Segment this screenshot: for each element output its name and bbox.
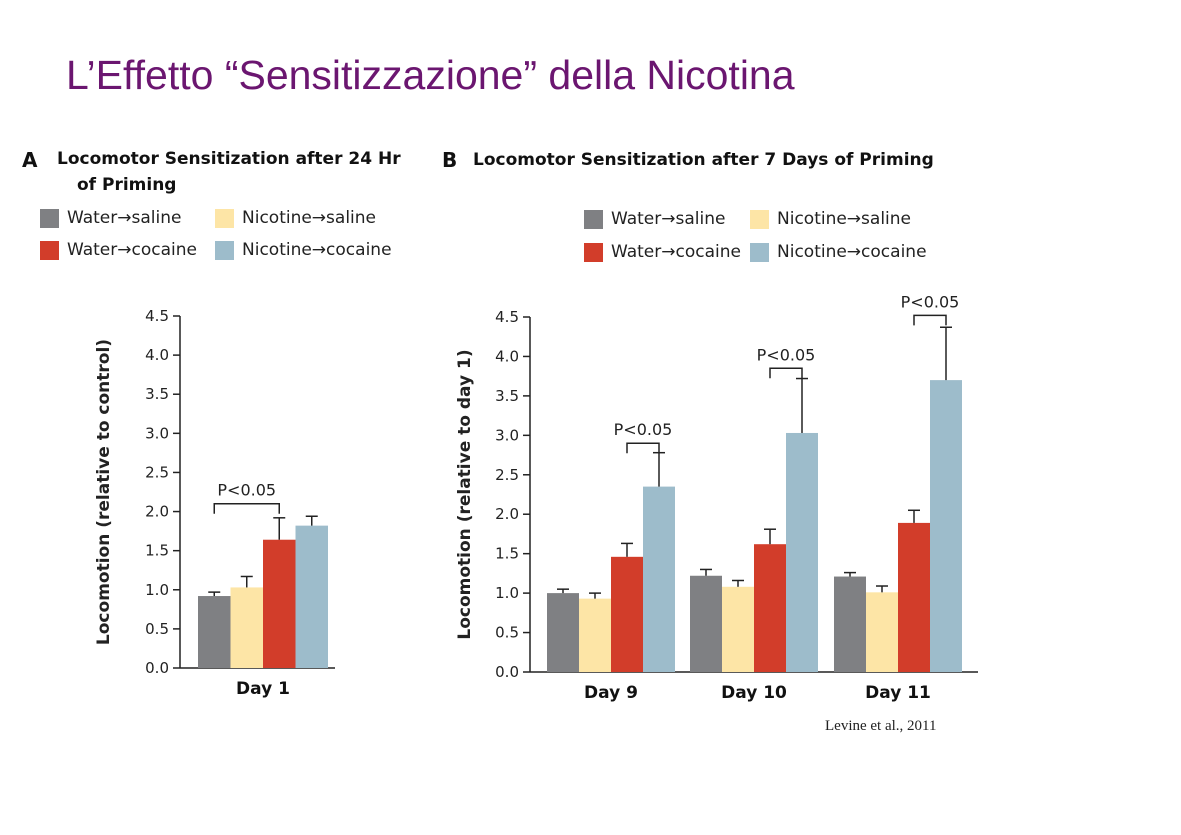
legend-label: Nicotine→saline <box>777 209 912 229</box>
y-tick-label: 4.5 <box>495 308 519 326</box>
bar <box>930 380 962 672</box>
significance-bracket <box>213 502 280 514</box>
legend-label: Water→saline <box>611 209 726 229</box>
y-tick-label: 1.5 <box>145 542 169 560</box>
significance-bracket <box>626 442 660 454</box>
legend-item-water-saline: Water→saline <box>40 208 181 228</box>
bar <box>690 575 722 672</box>
bar <box>295 525 328 668</box>
legend-swatch <box>215 240 234 260</box>
panel-a-letter: A <box>22 148 38 172</box>
panel-a-title-line2: of Priming <box>77 175 177 195</box>
legend-label: Nicotine→cocaine <box>777 242 927 262</box>
bar <box>898 522 930 672</box>
x-tick-label: Day 11 <box>865 683 931 703</box>
bar <box>579 598 611 672</box>
legend-item-nicotine-saline: Nicotine→saline <box>215 208 376 228</box>
legend-swatch <box>584 242 603 262</box>
y-axis-title: Locomotion (relative to control) <box>94 339 114 645</box>
significance-label: P<0.05 <box>901 292 960 311</box>
x-tick-label: Day 1 <box>236 679 290 699</box>
x-tick-label: Day 10 <box>721 683 787 703</box>
legend-label: Water→cocaine <box>67 240 197 260</box>
slide-title: L’Effetto “Sensitizzazione” della Nicoti… <box>66 52 795 98</box>
significance-bracket <box>769 367 803 379</box>
y-tick-label: 0.5 <box>495 624 519 642</box>
citation: Levine et al., 2011 <box>825 718 937 734</box>
legend-item-nicotine-cocaine: Nicotine→cocaine <box>750 242 927 262</box>
panel-b-title-line1: Locomotor Sensitization after 7 Days of … <box>473 150 934 170</box>
y-tick-label: 3.0 <box>495 426 519 444</box>
legend-item-nicotine-cocaine: Nicotine→cocaine <box>215 240 392 260</box>
legend-swatch <box>215 208 234 228</box>
legend-label: Nicotine→saline <box>242 208 377 228</box>
y-tick-label: 2.0 <box>495 505 519 523</box>
bar <box>722 586 754 672</box>
bar <box>754 544 786 672</box>
y-tick-label: 0.0 <box>495 663 519 681</box>
legend-swatch <box>40 240 59 260</box>
panel-b-heading: B <box>442 148 457 172</box>
legend-swatch <box>750 209 769 229</box>
y-tick-label: 3.5 <box>145 385 169 403</box>
y-axis-title: Locomotion (relative to day 1) <box>455 349 475 639</box>
chart-panel-b: 0.0 0.5 1.0 1.5 2.0 2.5 3.0 3.5 4.0 4.5 Locomotion… <box>455 292 978 703</box>
legend-swatch <box>584 209 603 229</box>
bar <box>230 587 263 668</box>
y-tick-label: 1.5 <box>495 545 519 563</box>
y-tick-label: 4.5 <box>145 307 169 325</box>
bar <box>547 593 579 672</box>
panel-a-title-line1: Locomotor Sensitization after 24 Hr <box>57 149 401 169</box>
bar <box>834 576 866 672</box>
legend-item-nicotine-saline: Nicotine→saline <box>750 209 911 229</box>
legend-label: Nicotine→cocaine <box>242 240 392 260</box>
panel-a-heading: A <box>22 148 37 172</box>
legend-item-water-cocaine: Water→cocaine <box>40 240 197 260</box>
panel-b-letter: B <box>442 148 458 172</box>
bar <box>263 539 296 668</box>
y-tick-label: 2.5 <box>145 463 169 481</box>
x-tick-label: Day 9 <box>584 683 638 703</box>
y-tick-label: 2.0 <box>145 503 169 521</box>
y-tick-label: 4.0 <box>145 346 169 364</box>
y-tick-label: 0.5 <box>145 620 169 638</box>
significance-bracket <box>913 314 947 326</box>
bar <box>198 596 231 668</box>
significance-label: P<0.05 <box>217 481 276 500</box>
y-tick-label: 3.0 <box>145 424 169 442</box>
legend-item-water-cocaine: Water→cocaine <box>584 242 741 262</box>
significance-label: P<0.05 <box>757 345 816 364</box>
significance-label: P<0.05 <box>614 420 673 439</box>
y-tick-label: 0.0 <box>145 659 169 677</box>
y-tick-label: 3.5 <box>495 387 519 405</box>
y-tick-label: 4.0 <box>495 347 519 365</box>
legend-label: Water→cocaine <box>611 242 741 262</box>
bar <box>866 592 898 672</box>
y-tick-label: 2.5 <box>495 466 519 484</box>
legend-label: Water→saline <box>67 208 182 228</box>
bar <box>643 486 675 672</box>
legend-swatch <box>750 242 769 262</box>
bar <box>786 432 818 672</box>
legend-swatch <box>40 208 59 228</box>
chart-panel-a: 0.0 0.5 1.0 1.5 2.0 2.5 3.0 3.5 4.0 4.5 Locomotion… <box>94 307 335 699</box>
y-tick-label: 1.0 <box>145 581 169 599</box>
legend-item-water-saline: Water→saline <box>584 209 725 229</box>
y-tick-label: 1.0 <box>495 584 519 602</box>
bar <box>611 556 643 672</box>
